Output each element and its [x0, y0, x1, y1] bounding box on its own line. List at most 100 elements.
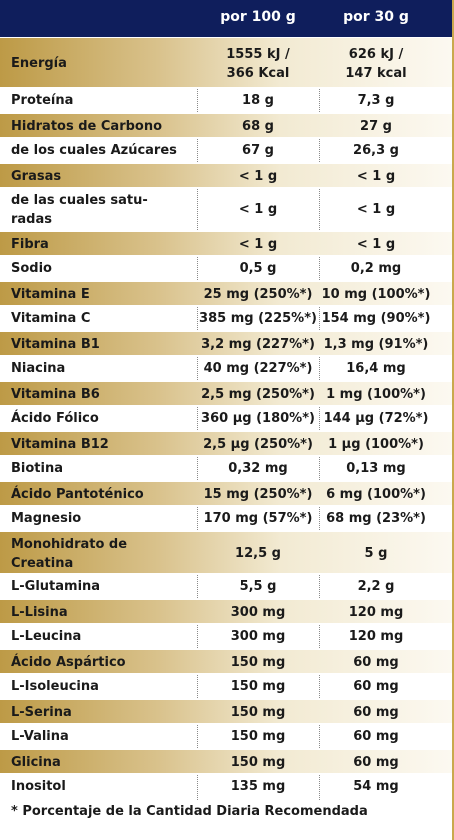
table-row: Hidratos de Carbono 68 g 27 g [0, 113, 452, 138]
table-row: Sodio 0,5 g 0,2 mg [0, 256, 452, 281]
table-row: L-Isoleucina 150 mg 60 mg [0, 674, 452, 699]
nutrient-name: Ácido Fólico [11, 411, 99, 426]
table-row: L-Lisina 300 mg 120 mg [0, 599, 452, 624]
table-row: Energía 1555 kJ / 366 Kcal 626 kJ / 147 kc… [0, 37, 452, 88]
value-per-30g: < 1 g [356, 169, 396, 184]
nutrient-name: Vitamina C [11, 311, 91, 326]
value-per-100g: 1555 kJ / 366 Kcal [226, 47, 290, 81]
value-per-100g: 385 mg (225%*) [199, 311, 317, 326]
nutrient-name: Vitamina E [11, 287, 90, 302]
nutrient-name: de las cuales satu- radas [11, 193, 148, 227]
value-per-100g: 2,5 mg (250%*) [201, 387, 315, 402]
value-per-100g: 0,5 g [239, 261, 277, 276]
table-row: L-Glutamina 5,5 g 2,2 g [0, 574, 452, 599]
table-header: por 100 g por 30 g [0, 0, 452, 37]
column-divider [319, 37, 320, 800]
value-per-100g: 300 mg [230, 629, 286, 644]
table-row: Inositol 135 mg 54 mg [0, 774, 452, 799]
column-header-per-30g: por 30 g [343, 9, 409, 25]
value-per-30g: 60 mg [353, 655, 399, 670]
table-row: Glicina 150 mg 60 mg [0, 749, 452, 774]
value-per-100g: 25 mg (250%*) [203, 287, 313, 302]
value-per-30g: 1 mg (100%*) [326, 387, 426, 402]
value-per-100g: 150 mg [230, 729, 286, 744]
value-per-100g: 150 mg [230, 755, 286, 770]
value-per-30g: 60 mg [353, 729, 399, 744]
value-per-30g: 68 mg (23%*) [326, 511, 426, 526]
value-per-100g: 150 mg [230, 705, 286, 720]
nutrient-name: L-Isoleucina [11, 679, 99, 694]
nutrient-name: Niacina [11, 361, 66, 376]
value-per-30g: 0,2 mg [350, 261, 402, 276]
table-row: L-Leucina 300 mg 120 mg [0, 624, 452, 649]
table-row: Magnesio 170 mg (57%*) 68 mg (23%*) [0, 506, 452, 531]
nutrient-name: Sodio [11, 261, 52, 276]
table-row: Vitamina E 25 mg (250%*) 10 mg (100%*) [0, 281, 452, 306]
nutrient-name: Ácido Pantoténico [11, 487, 144, 502]
nutrient-name: Hidratos de Carbono [11, 119, 163, 134]
nutrient-name: de los cuales Azúcares [11, 143, 177, 158]
nutrient-name: L-Lisina [11, 605, 68, 620]
value-per-30g: 120 mg [348, 605, 404, 620]
value-per-30g: 7,3 g [357, 93, 395, 108]
column-header-per-100g: por 100 g [220, 9, 296, 25]
value-per-100g: 150 mg [230, 679, 286, 694]
value-per-30g: 2,2 g [357, 579, 395, 594]
value-per-100g: 40 mg (227%*) [203, 361, 313, 376]
value-per-30g: 626 kJ / 147 kcal [345, 47, 407, 81]
value-per-100g: 67 g [242, 143, 274, 158]
nutrient-name: L-Serina [11, 705, 72, 720]
value-per-30g: 60 mg [353, 679, 399, 694]
value-per-30g: 1 µg (100%*) [328, 437, 424, 452]
table-row: Vitamina B12 2,5 µg (250%*) 1 µg (100%*) [0, 431, 452, 456]
value-per-30g: 60 mg [353, 705, 399, 720]
nutrient-name: Biotina [11, 461, 63, 476]
table-row: L-Valina 150 mg 60 mg [0, 724, 452, 749]
value-per-100g: 68 g [242, 119, 274, 134]
table-row: Proteína 18 g 7,3 g [0, 88, 452, 113]
value-per-100g: 170 mg (57%*) [203, 511, 313, 526]
nutrient-name: Grasas [11, 169, 62, 184]
value-per-30g: 54 mg [353, 779, 399, 794]
value-per-100g: < 1 g [238, 237, 278, 252]
value-per-30g: < 1 g [356, 237, 396, 252]
value-per-100g: 2,5 µg (250%*) [203, 437, 313, 452]
footnote: * Porcentaje de la Cantidad Diaria Recom… [11, 804, 368, 819]
nutrient-name: Vitamina B12 [11, 437, 109, 452]
table-row: Vitamina B6 2,5 mg (250%*) 1 mg (100%*) [0, 381, 452, 406]
column-divider [197, 37, 198, 800]
nutrient-name: L-Valina [11, 729, 69, 744]
table-row: Monohidrato de Creatina 12,5 g 5 g [0, 531, 452, 574]
table-row: Ácido Aspártico 150 mg 60 mg [0, 649, 452, 674]
value-per-100g: 15 mg (250%*) [203, 487, 313, 502]
nutrient-name: Inositol [11, 779, 66, 794]
value-per-100g: < 1 g [238, 202, 278, 217]
nutrient-name: Ácido Aspártico [11, 655, 126, 670]
table-row: de las cuales satu- radas < 1 g < 1 g [0, 188, 452, 231]
value-per-30g: 60 mg [353, 755, 399, 770]
nutrient-name: Glicina [11, 755, 61, 770]
value-per-30g: 154 mg (90%*) [321, 311, 431, 326]
nutrient-name: Vitamina B1 [11, 337, 100, 352]
value-per-30g: < 1 g [356, 202, 396, 217]
value-per-100g: 360 µg (180%*) [201, 411, 315, 426]
nutrient-name: Magnesio [11, 511, 82, 526]
value-per-30g: 120 mg [348, 629, 404, 644]
value-per-100g: 150 mg [230, 655, 286, 670]
value-per-100g: < 1 g [238, 169, 278, 184]
nutrient-name: Monohidrato de Creatina [11, 537, 128, 571]
nutrient-name: L-Glutamina [11, 579, 101, 594]
table-row: Vitamina B1 3,2 mg (227%*) 1,3 mg (91%*) [0, 331, 452, 356]
value-per-30g: 5 g [364, 546, 388, 561]
table-row: Grasas < 1 g < 1 g [0, 163, 452, 188]
table-row: de los cuales Azúcares 67 g 26,3 g [0, 138, 452, 163]
value-per-100g: 3,2 mg (227%*) [201, 337, 315, 352]
value-per-30g: 10 mg (100%*) [321, 287, 431, 302]
value-per-100g: 12,5 g [235, 546, 281, 561]
nutrient-name: Energía [11, 56, 67, 71]
table-row: Vitamina C 385 mg (225%*) 154 mg (90%*) [0, 306, 452, 331]
value-per-100g: 300 mg [230, 605, 286, 620]
